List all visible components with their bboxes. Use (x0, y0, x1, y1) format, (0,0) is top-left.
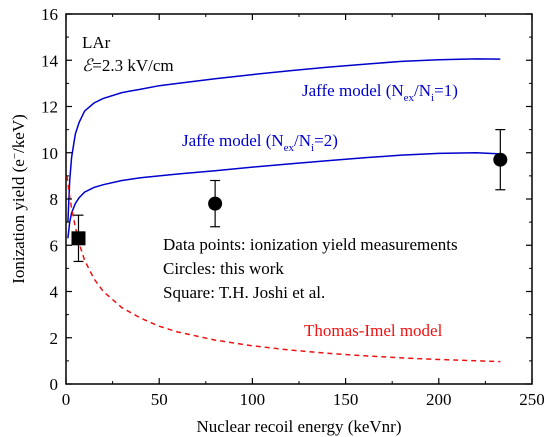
data-point-circle (208, 196, 223, 211)
y-tick-label: 16 (41, 5, 58, 24)
legend-line-3: Square: T.H. Joshi et al. (163, 283, 325, 302)
legend-line-1: Data points: ionization yield measuremen… (163, 235, 458, 254)
model-curves (66, 58, 501, 363)
y-tick-label: 12 (41, 98, 58, 117)
y-tick-label: 4 (50, 283, 59, 302)
data-points (71, 129, 508, 263)
data-point-square (71, 231, 86, 246)
x-axis-label: Nuclear recoil energy (keVnr) (197, 417, 402, 436)
x-axis-ticks: 0 50 100 150 200 250 (62, 14, 544, 409)
x-tick-label: 50 (151, 390, 168, 409)
y-tick-label: 2 (50, 329, 59, 348)
data-point-circle (493, 152, 508, 167)
y-tick-label: 10 (41, 144, 58, 163)
label-jaffe-2: Jaffe model (Nex/Ni=2) (182, 131, 338, 154)
info-field: ℰ=2.3 kV/cm (82, 56, 174, 75)
y-tick-label: 6 (50, 236, 59, 255)
y-tick-label: 8 (50, 190, 59, 209)
x-tick-label: 250 (519, 390, 544, 409)
series-line-0 (67, 58, 501, 223)
info-material: LAr (82, 33, 111, 52)
x-tick-label: 100 (240, 390, 266, 409)
y-axis-ticks: 0 2 4 6 8 10 12 14 16 (41, 5, 532, 394)
series-line-2 (66, 175, 501, 363)
legend-line-2: Circles: this work (163, 259, 284, 278)
label-jaffe-1: Jaffe model (Nex/Ni=1) (302, 81, 458, 104)
y-tick-label: 14 (41, 51, 59, 70)
x-tick-label: 200 (426, 390, 452, 409)
x-tick-label: 150 (333, 390, 359, 409)
y-axis-label: Ionization yield (e−/keV) (9, 114, 28, 284)
label-thomas-imel: Thomas-Imel model (304, 321, 443, 340)
x-tick-label: 0 (62, 390, 71, 409)
y-tick-label: 0 (50, 375, 59, 394)
series-line-1 (67, 152, 501, 239)
